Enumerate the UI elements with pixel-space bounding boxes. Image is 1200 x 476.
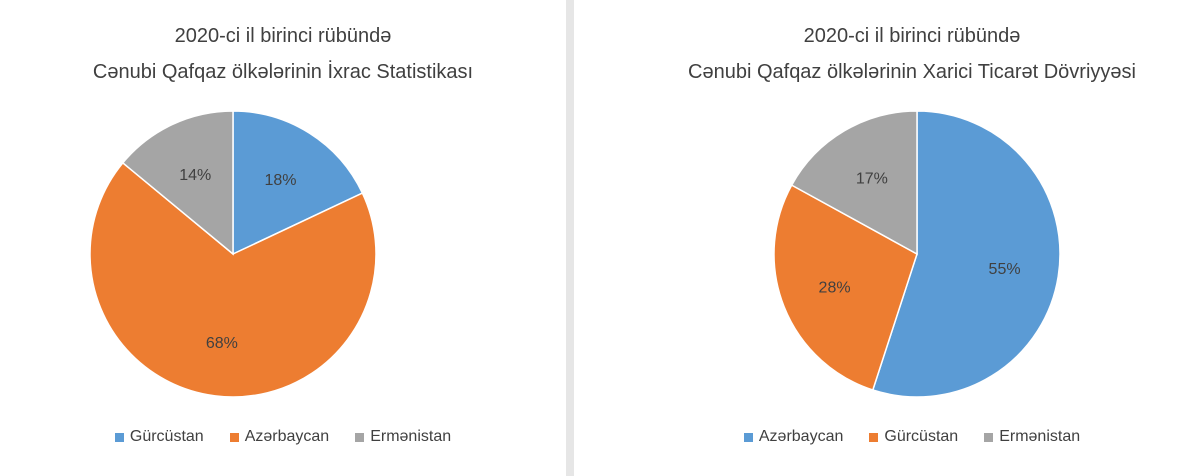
legend-item-erm-nistan: Ermənistan <box>984 428 1080 446</box>
legend-item-gu-rcu-stan: Gürcüstan <box>114 428 204 446</box>
legend-label: Azərbaycan <box>758 428 844 445</box>
pie-chart-export: 18% 68% 14% <box>89 110 377 398</box>
chart-title-line-2: Cənubi Qafqaz ölkələrinin Xarici Ticarət… <box>688 61 1136 83</box>
pie-slice-gu-rcu-stan <box>232 110 364 256</box>
pie-slice-erm-nistan <box>790 110 918 256</box>
pie-slice-az-rbaycan <box>871 110 1061 398</box>
data-label-erm-nistan: 17% <box>856 171 888 188</box>
legend-label: Gürcüstan <box>884 428 959 445</box>
chart-legend: Gürcüstan Azərbaycan Ermənistan <box>0 428 566 446</box>
pie-slice-az-rbaycan <box>89 161 377 398</box>
legend-item-az-rbaycan: Azərbaycan <box>229 428 330 446</box>
data-label-gu-rcu-stan: 28% <box>819 280 851 297</box>
data-label-gu-rcu-stan: 18% <box>264 172 296 189</box>
legend-label: Ermənistan <box>370 428 452 445</box>
chart-title-line-1: 2020-ci il birinci rübündə <box>174 25 392 47</box>
legend-swatch <box>229 432 239 442</box>
legend-swatch <box>984 432 994 442</box>
legend-item-gu-rcu-stan: Gürcüstan <box>869 428 958 446</box>
chart-panel-trade-turnover: 2020-ci il birinci rübündə Cənubi Qafqaz… <box>574 0 1200 476</box>
legend-item-az-rbaycan: Azərbaycan <box>743 428 844 446</box>
legend-label: Gürcüstan <box>129 428 204 445</box>
legend-label: Ermənistan <box>999 428 1081 445</box>
pie-slice-gu-rcu-stan <box>773 184 918 391</box>
chart-legend: Azərbaycan Gürcüstan Ermənistan <box>574 428 1200 446</box>
chart-panel-export: 2020-ci il birinci rübündə Cənubi Qafqaz… <box>0 0 566 476</box>
chart-title: 2020-ci il birinci rübündə Cənubi Qafqaz… <box>0 22 566 86</box>
legend-label: Azərbaycan <box>244 428 330 445</box>
pie-slice-erm-nistan <box>121 110 234 256</box>
legend-swatch <box>355 432 365 442</box>
legend-swatch <box>869 432 879 442</box>
chart-title-line-1: 2020-ci il birinci rübündə <box>803 25 1021 47</box>
pie-chart-trade-turnover: 55% 28% 17% <box>773 110 1061 398</box>
legend-item-erm-nistan: Ermənistan <box>355 428 451 446</box>
data-label-erm-nistan: 14% <box>179 167 211 184</box>
chart-title: 2020-ci il birinci rübündə Cənubi Qafqaz… <box>574 22 1200 86</box>
data-label-az-rbaycan: 55% <box>989 261 1021 278</box>
legend-swatch <box>114 432 124 442</box>
chart-title-line-2: Cənubi Qafqaz ölkələrinin İxrac Statisti… <box>92 61 474 83</box>
legend-swatch <box>743 432 753 442</box>
data-label-az-rbaycan: 68% <box>206 335 238 352</box>
